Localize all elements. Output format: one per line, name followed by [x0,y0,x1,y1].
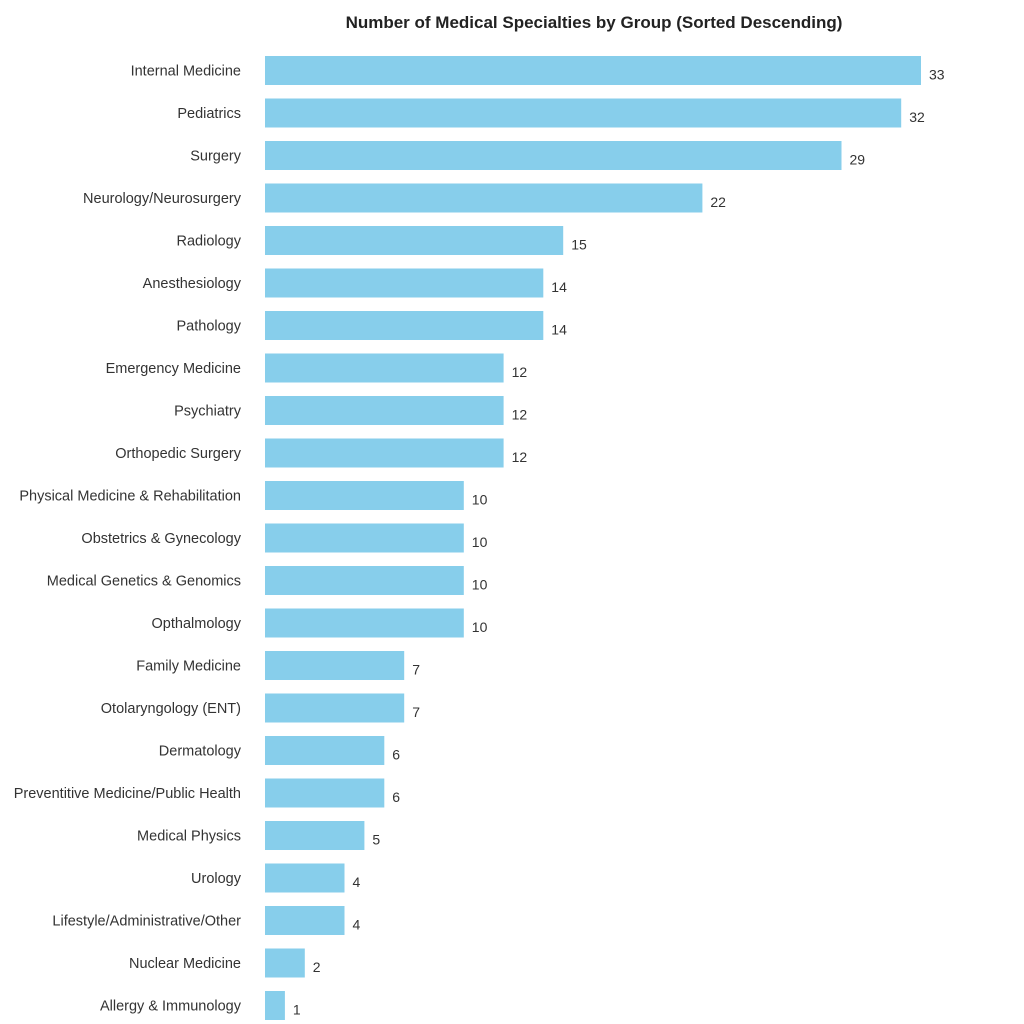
bar [265,353,504,383]
category-label: Medical Genetics & Genomics [47,574,241,590]
bar [265,991,285,1020]
category-label: Emergency Medicine [106,361,241,377]
value-label: 12 [512,449,528,465]
category-label: Orthopedic Surgery [115,446,241,462]
category-label: Allergy & Immunology [100,999,242,1015]
bar [265,821,365,850]
category-label: Urology [191,871,242,887]
chart-title: Number of Medical Specialties by Group (… [346,13,843,32]
category-label: Preventitive Medicine/Public Health [14,786,241,802]
value-label: 6 [392,747,400,763]
category-label: Physical Medicine & Rehabilitation [19,489,241,505]
bar [265,693,405,723]
bar [265,736,385,765]
category-label: Obstetrics & Gynecology [81,531,241,547]
bar [265,906,345,935]
category-label: Otolaryngology (ENT) [101,701,241,717]
value-label: 7 [412,662,420,678]
category-label: Surgery [190,149,242,165]
value-label: 14 [551,279,567,295]
category-label: Dermatology [159,744,242,760]
value-label: 15 [571,237,587,253]
category-label: Psychiatry [174,404,242,420]
bar [265,98,902,128]
value-label: 14 [551,322,567,338]
bar [265,183,703,213]
category-label: Internal Medicine [131,64,241,80]
value-label: 4 [353,917,361,933]
category-labels: Internal Medicine Pediatrics Surgery Neurol… [14,64,242,1015]
value-label: 10 [472,492,488,508]
value-label: 4 [353,874,361,890]
bar [265,608,464,638]
category-label: Anesthesiology [143,276,242,292]
value-labels: 33 32 29 22 15 14 14 12 12 12 10 10 10 10 7 7 6 6 5 4 4 2 1 [293,67,945,1018]
category-label: Medical Physics [137,829,241,845]
category-label: Radiology [177,234,242,250]
value-label: 7 [412,704,420,720]
bar [265,481,464,510]
bar [265,438,504,468]
bar [265,566,464,595]
value-label: 12 [512,364,528,380]
category-label: Lifestyle/Administrative/Other [52,914,241,930]
category-label: Pediatrics [177,106,241,122]
value-label: 10 [472,577,488,593]
bar [265,778,385,808]
category-label: Nuclear Medicine [129,956,241,972]
bar [265,311,544,340]
value-label: 32 [909,109,925,125]
value-label: 10 [472,619,488,635]
value-label: 5 [372,832,380,848]
category-label: Opthalmology [152,616,242,632]
value-label: 22 [710,194,726,210]
value-label: 1 [293,1002,301,1018]
value-label: 33 [929,67,945,83]
category-label: Pathology [177,319,242,335]
bars-layer [265,56,921,1020]
category-label: Family Medicine [136,659,241,675]
bar [265,226,564,255]
bar [265,56,921,85]
bar [265,651,405,680]
category-label: Neurology/Neurosurgery [83,191,242,207]
bar [265,268,544,298]
value-label: 6 [392,789,400,805]
bar [265,863,345,893]
value-label: 29 [850,152,866,168]
bar [265,141,842,170]
value-label: 12 [512,407,528,423]
bar [265,523,464,553]
bar [265,948,305,978]
value-label: 2 [313,959,321,975]
value-label: 10 [472,534,488,550]
bar [265,396,504,425]
